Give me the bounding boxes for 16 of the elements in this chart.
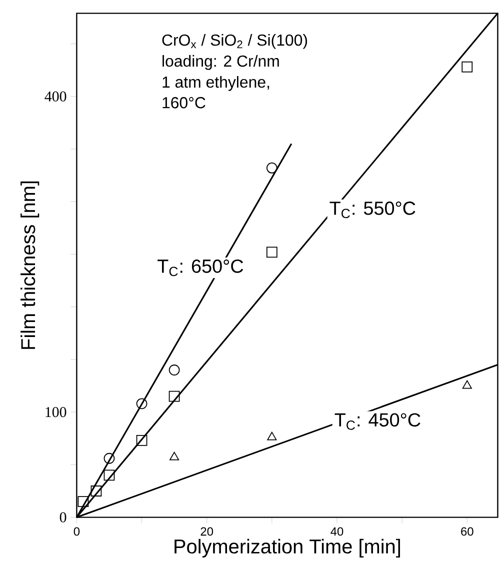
x-tick-label: 0	[74, 527, 80, 536]
x-tick-label: 60	[461, 527, 474, 536]
annotation: T$_{C}$: 550°C	[330, 202, 416, 218]
y-tick-label: 100	[46, 407, 66, 418]
annotation: CrO$_{x}$ / SiO$_{2}$ / Si(100)	[162, 34, 308, 49]
x-axis-title: Polymerization Time [min]	[174, 538, 400, 558]
x-tick-label: 40	[330, 527, 344, 536]
annotation: T$_{C}$: 450°C	[334, 413, 420, 430]
x-tick-label: 20	[200, 527, 214, 536]
annotation: loading: 2 Cr/nm	[162, 55, 279, 70]
annotation: 160°C	[162, 97, 206, 108]
y-tick-label: 0	[60, 512, 66, 522]
annotation: T$_{C}$: 650°C	[158, 259, 244, 276]
annotation: 1 atm ethylene,	[162, 76, 270, 91]
y-axis-title: Film thickness [nm]	[20, 182, 40, 349]
y-tick-label: 400	[44, 91, 66, 102]
